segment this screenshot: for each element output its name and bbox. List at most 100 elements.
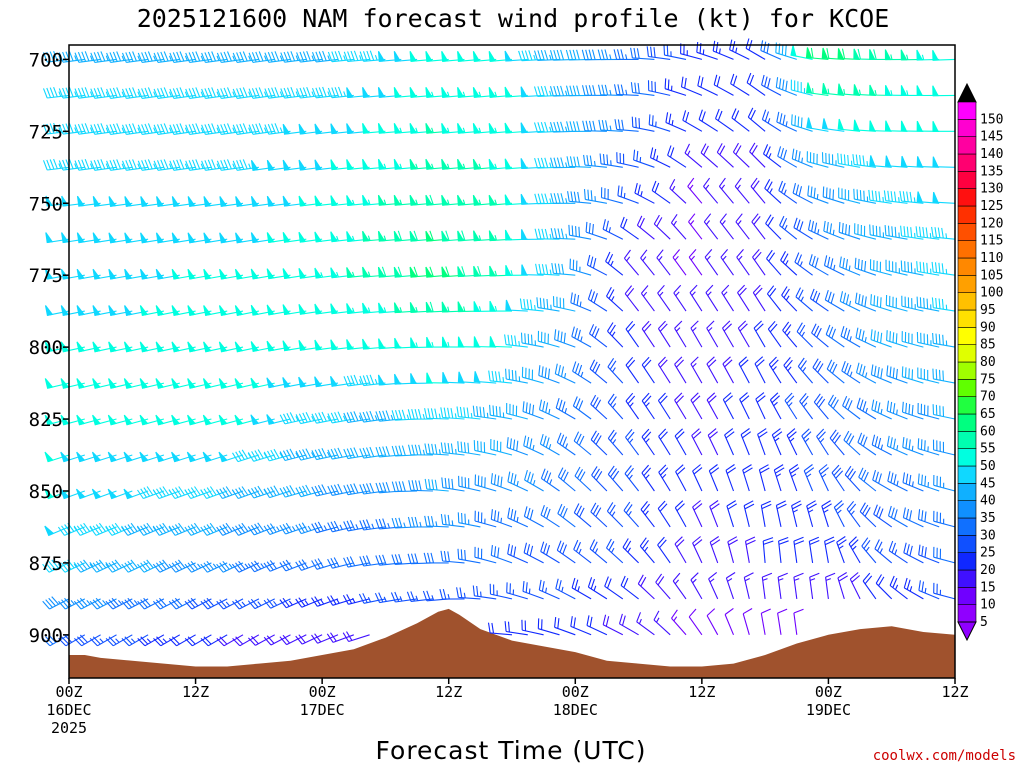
x-tick-label: 12Z [182,683,209,701]
wind-barb [359,446,386,459]
wind-barb [777,572,788,599]
wind-barb [764,179,782,204]
wind-barb [263,523,291,536]
colorbar-swatch [957,396,977,415]
colorbar-swatch [957,569,977,588]
wind-barb [933,546,956,564]
wind-barb [554,617,576,636]
wind-barb [391,409,418,421]
wind-barb [550,228,576,240]
wind-barb [550,193,576,204]
x-tick-label: 12Z [435,683,462,701]
wind-barb [614,119,639,132]
wind-barb [216,598,244,610]
colorbar-swatch [957,552,977,571]
wind-barb [441,266,465,278]
wind-barb [473,336,497,348]
wind-barb [91,451,117,463]
colorbar-tick-label: 30 [980,528,996,543]
wind-barb [625,356,640,384]
wind-barb [555,397,576,420]
wind-barb [854,292,877,312]
wind-barb [74,159,101,171]
wind-barb [201,123,228,135]
wind-barb [680,43,703,60]
wind-barb [472,585,497,600]
wind-barb [606,286,624,312]
wind-barb [837,153,861,168]
wind-barb [709,500,720,528]
wind-barb [232,123,259,135]
wind-barb [807,185,829,204]
wind-barb [137,87,164,99]
wind-barb [755,392,766,420]
wind-barb [624,285,640,312]
wind-barb [870,329,892,348]
wind-barb [90,159,117,171]
wind-barb [805,47,829,60]
wind-barb [91,488,117,500]
wind-barb [409,158,433,170]
wind-barb [653,214,671,240]
wind-barb [812,358,829,384]
wind-barb [736,249,750,276]
wind-barb [393,302,418,314]
wind-barb [346,231,370,243]
wind-barb [168,522,196,536]
wind-barb [153,634,181,647]
wind-barb [731,108,750,132]
wind-barb [590,430,608,456]
wind-barb [342,631,370,643]
wind-barb [706,320,719,348]
wind-barb [520,86,544,98]
wind-barb [298,231,323,243]
wind-barb [407,516,433,528]
colorbar-swatch [957,292,977,311]
wind-barb [886,365,908,384]
wind-barb [760,500,772,527]
x-tick-label: 00Z [309,683,336,701]
wind-barb [216,634,244,647]
wind-barb [647,80,671,96]
wind-barb [791,114,813,132]
wind-barb [506,437,528,456]
wind-barb [931,261,956,276]
chart-title: 2025121600 NAM forecast wind profile (kt… [137,4,890,33]
wind-barb [793,572,804,599]
wind-barb [311,596,339,607]
wind-barb [571,326,592,348]
wind-barb [623,249,640,276]
wind-barb [573,431,592,456]
wind-barb [121,559,149,573]
wind-barb [841,361,861,384]
wind-barb [848,536,861,564]
wind-barb [933,474,956,492]
wind-barb [771,428,783,456]
wind-barb [89,559,117,573]
wind-barb [520,122,544,134]
wind-barb [490,545,513,564]
wind-barb [73,559,101,573]
wind-barb [889,575,908,600]
wind-barb [490,509,513,528]
wind-barb [296,87,323,99]
colorbar-swatch [957,205,977,224]
wind-barb [900,225,924,240]
wind-barb [604,576,624,600]
wind-barb [690,572,703,600]
wind-barb [555,578,576,600]
wind-barb [903,542,924,564]
wind-barb [378,302,402,314]
wind-barb [536,297,560,312]
wind-barb [504,334,528,348]
wind-barb [187,378,212,389]
wind-barb [709,536,721,564]
wind-barb [473,371,497,384]
wind-barb [440,442,465,456]
wind-barb [746,72,766,96]
wind-barb [408,480,433,492]
wind-barb [917,367,940,384]
wind-barb [931,226,956,240]
wind-barb [572,396,592,420]
wind-barb [809,288,829,312]
